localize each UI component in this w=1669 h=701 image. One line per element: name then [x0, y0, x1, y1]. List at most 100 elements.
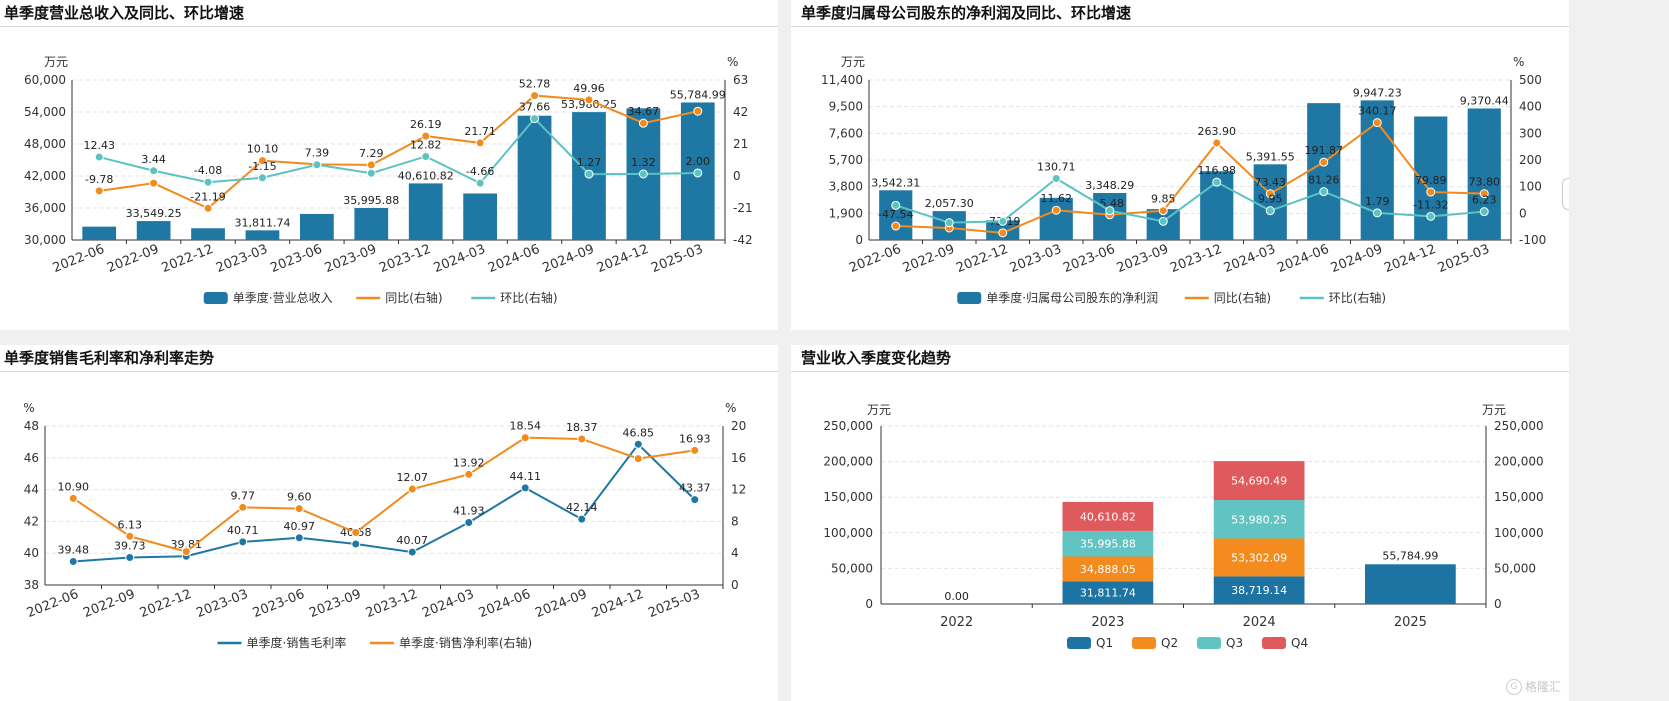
- x-tick-label: 2023-12: [364, 587, 420, 621]
- point-value-label: 7.29: [359, 147, 384, 160]
- point-value-label: 9.85: [1151, 193, 1176, 206]
- x-tick-label: 2024-06: [477, 587, 533, 621]
- x-tick-label: 2024-03: [420, 587, 476, 621]
- point-value-label: 191.87: [1305, 144, 1344, 157]
- y2-tick-label: 100,000: [1494, 526, 1544, 540]
- stacked-bar-segment: [1062, 556, 1154, 582]
- bar-value-label: 40,610.82: [398, 169, 454, 182]
- x-tick-label: 2025-03: [646, 587, 702, 621]
- bar: [463, 193, 497, 240]
- data-point: [351, 528, 361, 538]
- bar-value-label: 9,370.44: [1460, 94, 1509, 107]
- bar-value-label: 9,947.23: [1353, 86, 1402, 99]
- point-value-label: -47.54: [878, 208, 913, 221]
- y-tick-label: 42: [24, 514, 39, 528]
- point-value-label: 44.11: [510, 470, 542, 483]
- y-unit-label: 万元: [841, 55, 865, 69]
- y2-tick-label: -21: [733, 201, 753, 215]
- data-point: [94, 152, 104, 162]
- point-value-label: 12.43: [83, 139, 115, 152]
- x-tick-label: 2025-03: [649, 242, 705, 276]
- stacked-bar-segment: [1213, 500, 1305, 539]
- y2-tick-label: 300: [1519, 126, 1542, 140]
- data-point: [203, 203, 213, 213]
- y2-tick-label: 150,000: [1494, 490, 1544, 504]
- y2-tick-label: 200: [1519, 153, 1542, 167]
- bar: [300, 213, 334, 240]
- legend-swatch: [1067, 637, 1091, 649]
- y-tick-label: 250,000: [823, 419, 873, 433]
- data-point: [1479, 207, 1489, 217]
- x-tick-label: 2024-06: [1275, 242, 1331, 276]
- legend-label: Q4: [1291, 636, 1308, 650]
- point-value-label: 12.07: [397, 471, 429, 484]
- watermark-logo-icon: G: [1505, 679, 1522, 695]
- x-tick-label: 2023: [1091, 615, 1124, 630]
- point-value-label: 39.73: [114, 539, 146, 552]
- y2-tick-label: 12: [731, 483, 746, 497]
- point-value-label: 340.17: [1358, 105, 1397, 118]
- legend-swatch: [957, 292, 982, 304]
- x-tick-label: 2023-09: [1115, 242, 1171, 276]
- data-point: [1051, 173, 1061, 183]
- data-point: [1212, 138, 1222, 148]
- data-point: [584, 169, 594, 179]
- data-point: [944, 218, 954, 228]
- y2-tick-label: 0: [1494, 597, 1502, 611]
- legend-label: 单季度·营业总收入: [233, 290, 333, 305]
- point-value-label: 1.79: [1365, 195, 1390, 208]
- revenue-chart: 30,000 36,000 42,000 48,000 54,000 60,000 -42 -…: [24, 55, 753, 305]
- data-point: [125, 531, 135, 541]
- y-tick-label: 44: [24, 483, 39, 497]
- bar: [191, 228, 225, 240]
- legend-label: Q1: [1096, 636, 1113, 650]
- net-profit-chart: 0 1,900 3,800 5,700 7,600 9,500 11,400 -100 0 100…: [821, 55, 1546, 305]
- y2-tick-label: -100: [1519, 233, 1546, 247]
- data-point: [94, 186, 104, 196]
- data-point: [475, 178, 485, 188]
- bar-value-label: 2,057.30: [925, 197, 974, 210]
- data-point: [690, 445, 700, 455]
- data-point: [125, 552, 135, 562]
- data-point: [1372, 208, 1382, 218]
- data-point: [68, 556, 78, 566]
- title-divider: [0, 371, 778, 372]
- y-unit-label: %: [23, 401, 34, 415]
- bar-value-label: 3,542.31: [871, 176, 920, 189]
- point-value-label: 3.44: [141, 153, 166, 166]
- y-tick-label: 0: [865, 597, 873, 611]
- bar: [879, 190, 913, 240]
- data-point: [294, 504, 304, 514]
- y-tick-label: 150,000: [823, 490, 873, 504]
- panel-margins: 单季度销售毛利率和净利率走势 38 40 42 44 46 48 0 4 8 12 16 20%% 20…: [0, 345, 778, 701]
- legend-swatch: [203, 292, 228, 304]
- point-value-label: 1.32: [631, 156, 656, 169]
- data-point: [693, 168, 703, 178]
- data-point: [475, 138, 485, 148]
- bar-value-label: 3,348.29: [1085, 179, 1134, 192]
- x-tick-label: 2022-09: [105, 242, 161, 276]
- y-tick-label: 50,000: [831, 561, 873, 575]
- x-tick-label: 2025: [1394, 615, 1427, 630]
- y-tick-label: 54,000: [24, 105, 66, 119]
- y-tick-label: 60,000: [24, 73, 66, 87]
- series-line: [73, 442, 696, 563]
- data-point: [530, 114, 540, 124]
- point-value-label: 40.07: [397, 534, 429, 547]
- series-line: [895, 121, 1485, 234]
- point-value-label: 263.90: [1198, 125, 1237, 138]
- y2-tick-label: 20: [731, 419, 746, 433]
- data-point: [1372, 118, 1382, 128]
- data-point: [1319, 187, 1329, 197]
- y2-tick-label: 4: [731, 546, 739, 560]
- stacked-bar-segment: [1365, 564, 1456, 604]
- x-tick-label: 2024-03: [432, 242, 488, 276]
- side-collapse-tab[interactable]: [1562, 178, 1569, 210]
- point-value-label: -1.15: [248, 160, 276, 173]
- data-point: [1479, 189, 1489, 199]
- x-tick-label: 2023-06: [251, 587, 307, 621]
- series-line: [895, 177, 1485, 224]
- x-tick-label: 2024-03: [1222, 242, 1278, 276]
- point-value-label: 49.96: [573, 82, 605, 95]
- data-point: [638, 118, 648, 128]
